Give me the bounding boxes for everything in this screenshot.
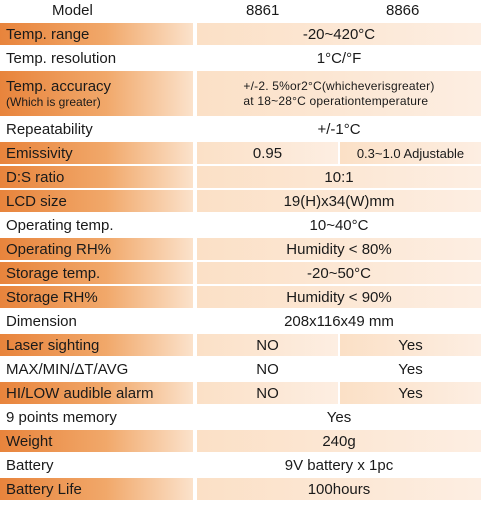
row-label: Storage temp. — [0, 262, 193, 284]
row-laser-sighting: Laser sighting NO Yes — [0, 334, 494, 356]
row-label: Battery — [0, 454, 193, 476]
row-label: Repeatability — [0, 118, 193, 140]
row-value: +/-1°C — [197, 118, 481, 140]
column-divider — [338, 334, 340, 356]
row-value: Yes — [197, 406, 481, 428]
row-temp-accuracy: Temp. accuracy (Which is greater) +/-2. … — [0, 71, 494, 116]
row-value: 0.95 0.3~1.0 Adjustable — [197, 142, 481, 164]
row-label: Weight — [0, 430, 193, 452]
column-divider — [338, 142, 340, 164]
row-value: 9V battery x 1pc — [197, 454, 481, 476]
row-label: Temp. accuracy (Which is greater) — [0, 71, 193, 116]
value-8861: NO — [256, 360, 279, 378]
row-value: 208x116x49 mm — [197, 310, 481, 332]
header-model-label: Model — [52, 2, 93, 19]
row-label: Battery Life — [0, 478, 193, 500]
row-value: -20~420°C — [197, 23, 481, 45]
row-value: Humidity < 80% — [197, 238, 481, 260]
row-label: Operating temp. — [0, 214, 193, 236]
row-battery-life: Battery Life 100hours — [0, 478, 494, 500]
header-model-8861: 8861 — [246, 2, 280, 19]
row-label: Storage RH% — [0, 286, 193, 308]
row-label: Temp. range — [0, 23, 193, 45]
row-value: NO Yes — [197, 358, 481, 380]
row-value: 10:1 — [197, 166, 481, 188]
row-value: 240g — [197, 430, 481, 452]
row-label-sub: (Which is greater) — [6, 94, 101, 109]
row-memory: 9 points memory Yes — [0, 406, 494, 428]
row-battery: Battery 9V battery x 1pc — [0, 454, 494, 476]
value-8861: 0.95 — [197, 142, 338, 164]
accuracy-line-1: +/-2. 5%or2°C(whicheverisgreater) — [243, 78, 435, 93]
row-operating-rh: Operating RH% Humidity < 80% — [0, 238, 494, 260]
row-max-min-avg: MAX/MIN/ΔT/AVG NO Yes — [0, 358, 494, 380]
row-weight: Weight 240g — [0, 430, 494, 452]
accuracy-line-2: at 18~28°C operationtemperature — [243, 93, 429, 108]
row-emissivity: Emissivity 0.95 0.3~1.0 Adjustable — [0, 142, 494, 164]
value-8866: Yes — [398, 360, 423, 378]
row-label: HI/LOW audible alarm — [0, 382, 193, 404]
value-8861: NO — [197, 382, 338, 404]
row-value: 1°C/°F — [197, 47, 481, 69]
row-value: 100hours — [197, 478, 481, 500]
row-label: Laser sighting — [0, 334, 193, 356]
column-divider — [338, 382, 340, 404]
row-label: Emissivity — [0, 142, 193, 164]
row-value: Humidity < 90% — [197, 286, 481, 308]
value-8861: NO — [197, 334, 338, 356]
row-value: NO Yes — [197, 382, 481, 404]
row-ds-ratio: D:S ratio 10:1 — [0, 166, 494, 188]
row-value: NO Yes — [197, 334, 481, 356]
row-label: MAX/MIN/ΔT/AVG — [0, 358, 193, 380]
row-label: 9 points memory — [0, 406, 193, 428]
row-temp-range: Temp. range -20~420°C — [0, 23, 494, 45]
row-label: Dimension — [0, 310, 193, 332]
row-repeatability: Repeatability +/-1°C — [0, 118, 494, 140]
row-operating-temp: Operating temp. 10~40°C — [0, 214, 494, 236]
row-label: Temp. resolution — [0, 47, 193, 69]
row-label: LCD size — [0, 190, 193, 212]
row-audible-alarm: HI/LOW audible alarm NO Yes — [0, 382, 494, 404]
row-storage-temp: Storage temp. -20~50°C — [0, 262, 494, 284]
row-value: +/-2. 5%or2°C(whicheverisgreater) at 18~… — [197, 71, 481, 116]
row-value: 10~40°C — [197, 214, 481, 236]
row-value: -20~50°C — [197, 262, 481, 284]
value-8866: 0.3~1.0 Adjustable — [340, 142, 481, 164]
row-value: 19(H)x34(W)mm — [197, 190, 481, 212]
header-model-8866: 8866 — [386, 2, 420, 19]
value-8866: Yes — [340, 334, 481, 356]
value-8866: Yes — [340, 382, 481, 404]
row-label: Operating RH% — [0, 238, 193, 260]
row-lcd-size: LCD size 19(H)x34(W)mm — [0, 190, 494, 212]
row-label: D:S ratio — [0, 166, 193, 188]
row-storage-rh: Storage RH% Humidity < 90% — [0, 286, 494, 308]
row-dimension: Dimension 208x116x49 mm — [0, 310, 494, 332]
row-temp-resolution: Temp. resolution 1°C/°F — [0, 47, 494, 69]
